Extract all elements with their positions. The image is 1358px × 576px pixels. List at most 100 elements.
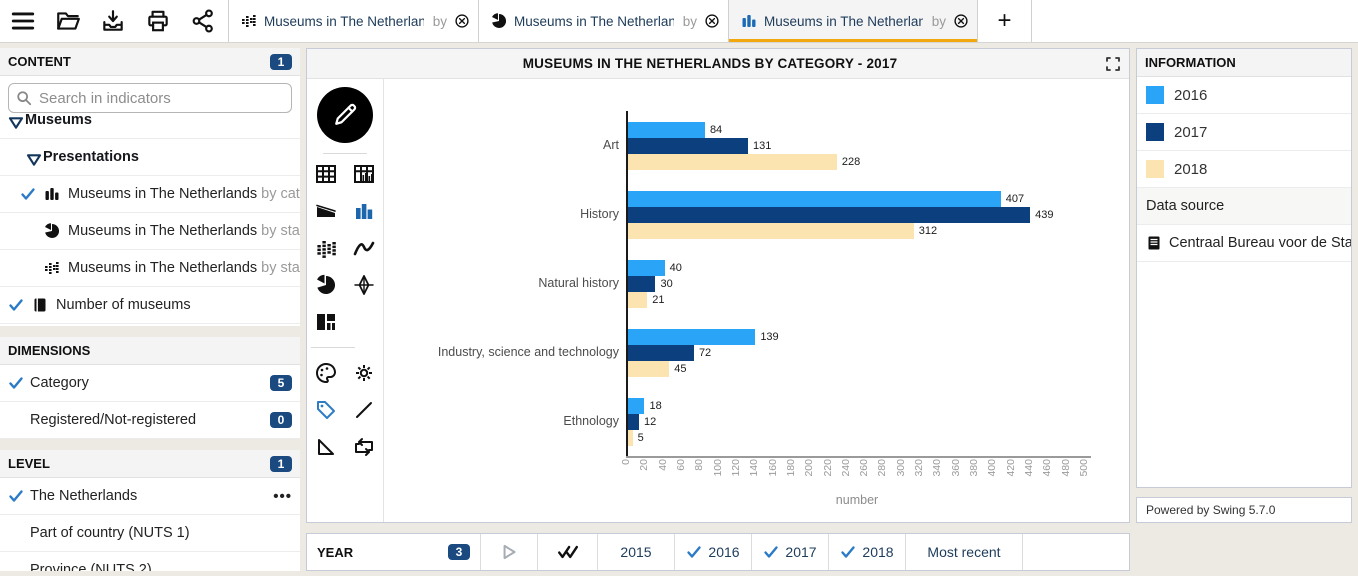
dimension-item-1[interactable]: Registered/Not-registered 0 bbox=[0, 402, 300, 439]
play-button[interactable] bbox=[481, 534, 538, 570]
tag-icon[interactable] bbox=[311, 398, 341, 422]
print-icon[interactable] bbox=[145, 8, 171, 34]
toolbar-divider bbox=[311, 347, 355, 348]
menu-icon[interactable] bbox=[10, 8, 36, 34]
year-option-2017[interactable]: 2017 bbox=[752, 534, 829, 570]
x-tick-label: 0 bbox=[620, 459, 632, 465]
bar-2016[interactable] bbox=[628, 121, 705, 138]
information-panel-header: INFORMATION bbox=[1137, 49, 1351, 77]
close-icon[interactable] bbox=[953, 13, 969, 29]
dimension-label: Registered/Not-registered bbox=[30, 412, 197, 428]
bar-row: 40 bbox=[628, 259, 1086, 276]
loop-icon[interactable] bbox=[349, 435, 379, 459]
area-chart-icon[interactable] bbox=[311, 199, 341, 223]
select-all-button[interactable] bbox=[538, 534, 598, 570]
year-option-2018[interactable]: 2018 bbox=[829, 534, 906, 570]
year-option-2016[interactable]: 2016 bbox=[675, 534, 752, 570]
level-title: LEVEL bbox=[8, 456, 50, 471]
bar-2017[interactable] bbox=[628, 413, 639, 430]
x-tick-label: 80 bbox=[693, 459, 706, 471]
chart-type-grid bbox=[311, 162, 379, 459]
bar-row: 18 bbox=[628, 397, 1086, 414]
level-item-2[interactable]: Province (NUTS 2) bbox=[0, 552, 300, 571]
gear-icon[interactable] bbox=[349, 361, 379, 385]
data-source-item[interactable]: Centraal Bureau voor de Stati bbox=[1137, 225, 1351, 262]
slash-icon[interactable] bbox=[349, 398, 379, 422]
year-option-label: 2017 bbox=[785, 544, 817, 560]
legend-item-2016[interactable]: 2016 bbox=[1137, 77, 1351, 114]
tree-item-4[interactable]: Museums in The Netherlands by stat bbox=[0, 250, 300, 287]
level-label: Province (NUTS 2) bbox=[30, 562, 152, 571]
bar-row: 439 bbox=[628, 206, 1086, 223]
column-chart-icon[interactable] bbox=[349, 199, 379, 223]
tree-item-3[interactable]: Museums in The Netherlands by stat bbox=[0, 213, 300, 250]
bar-2018[interactable] bbox=[628, 291, 648, 308]
tree-item-suffix: by stat bbox=[261, 223, 300, 239]
tab-label: Museums in The Netherlands bbox=[264, 13, 424, 29]
bar-2018[interactable] bbox=[628, 222, 914, 239]
close-icon[interactable] bbox=[454, 13, 470, 29]
check-placeholder bbox=[20, 260, 36, 276]
tab-museums-2[interactable]: Museums in The Netherlands by bbox=[478, 0, 728, 42]
bar-2016[interactable] bbox=[628, 190, 1001, 207]
bar-row: 5 bbox=[628, 429, 1086, 446]
dimension-item-0[interactable]: Category 5 bbox=[0, 365, 300, 402]
bar-2016[interactable] bbox=[628, 397, 645, 414]
bar-2018[interactable] bbox=[628, 429, 633, 446]
search-input[interactable] bbox=[8, 83, 292, 113]
powered-by-text: Powered by Swing 5.7.0 bbox=[1146, 503, 1276, 517]
dot-matrix-icon[interactable] bbox=[311, 236, 341, 260]
year-option-label: 2015 bbox=[620, 544, 652, 560]
tree-item-0[interactable]: Museums bbox=[0, 102, 300, 139]
bar-value-label: 40 bbox=[669, 261, 682, 274]
palette-icon[interactable] bbox=[311, 361, 341, 385]
tab-museums-3[interactable]: Museums in The Netherlands by bbox=[728, 0, 978, 42]
tree-item-5[interactable]: Number of museums bbox=[0, 287, 300, 324]
x-tick-label: 120 bbox=[729, 459, 742, 477]
year-label: YEAR bbox=[317, 544, 354, 560]
bar-group-4: 18 12 5 bbox=[628, 387, 1086, 456]
close-icon[interactable] bbox=[704, 13, 720, 29]
bar-2016[interactable] bbox=[628, 259, 665, 276]
x-tick-label: 400 bbox=[986, 459, 999, 477]
add-tab-button[interactable]: + bbox=[978, 0, 1032, 42]
bar-value-label: 18 bbox=[649, 399, 662, 412]
bar-2017[interactable] bbox=[628, 206, 1031, 223]
legend-item-2017[interactable]: 2017 bbox=[1137, 114, 1351, 151]
line-chart-icon[interactable] bbox=[349, 236, 379, 260]
bar-group-1: 407 439 312 bbox=[628, 180, 1086, 249]
check-icon bbox=[8, 297, 24, 313]
bar-2018[interactable] bbox=[628, 153, 837, 170]
year-badge: 3 bbox=[448, 544, 470, 560]
table-chart-icon[interactable] bbox=[349, 162, 379, 186]
share-icon[interactable] bbox=[190, 8, 216, 34]
download-icon[interactable] bbox=[100, 8, 126, 34]
level-item-1[interactable]: Part of country (NUTS 1) bbox=[0, 515, 300, 552]
bar-2018[interactable] bbox=[628, 360, 670, 377]
x-tick-label: 500 bbox=[1078, 459, 1090, 477]
check-icon bbox=[8, 375, 24, 391]
treemap-icon[interactable] bbox=[311, 310, 341, 334]
year-option-2015[interactable]: 2015 bbox=[598, 534, 675, 570]
pie-icon[interactable] bbox=[311, 273, 341, 297]
compass-icon[interactable] bbox=[349, 273, 379, 297]
tab-museums-1[interactable]: Museums in The Netherlands by bbox=[228, 0, 478, 42]
edit-chart-button[interactable] bbox=[317, 87, 373, 143]
bar-2017[interactable] bbox=[628, 275, 656, 292]
level-item-0[interactable]: The Netherlands ••• bbox=[0, 478, 300, 515]
open-folder-icon[interactable] bbox=[55, 8, 81, 34]
year-option-most-recent[interactable]: Most recent bbox=[906, 534, 1023, 570]
bar-2016[interactable] bbox=[628, 328, 756, 345]
tree-item-1[interactable]: Presentations bbox=[0, 139, 300, 176]
bar-2017[interactable] bbox=[628, 137, 748, 154]
bar-value-label: 45 bbox=[674, 362, 687, 375]
bar-2017[interactable] bbox=[628, 344, 694, 361]
legend-item-2018[interactable]: 2018 bbox=[1137, 151, 1351, 188]
angle-icon[interactable] bbox=[311, 435, 341, 459]
table-icon[interactable] bbox=[311, 162, 341, 186]
more-options-button[interactable]: ••• bbox=[273, 487, 292, 505]
level-panel: LEVEL 1 The Netherlands ••• Part of countr… bbox=[0, 450, 300, 571]
fullscreen-icon[interactable] bbox=[1105, 56, 1121, 72]
bar-group-0: 84 131 228 bbox=[628, 111, 1086, 180]
